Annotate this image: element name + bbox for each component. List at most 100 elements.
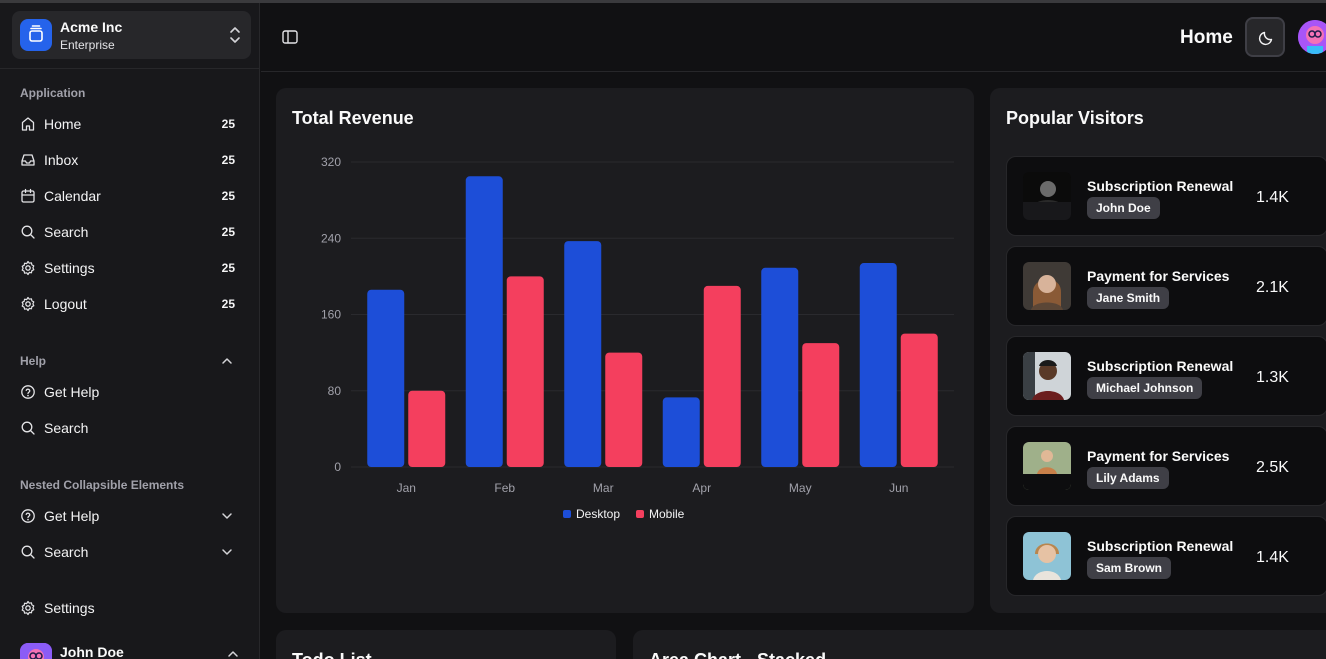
x-tick-label: Apr <box>692 481 711 495</box>
user-menu[interactable]: John Doe <box>12 639 248 659</box>
top-header: Home <box>261 3 1326 72</box>
visitor-item[interactable]: Subscription Renewal Sam Brown 1.4K <box>1006 516 1326 596</box>
sidebar-item-inbox[interactable]: Inbox 25 <box>12 144 248 176</box>
y-tick-label: 240 <box>321 231 341 245</box>
x-tick-label: Jun <box>889 481 908 495</box>
visitor-amount: 1.4K <box>1256 549 1289 567</box>
sidebar-item-search[interactable]: Search 25 <box>12 216 248 248</box>
sidebar-item-count: 25 <box>222 297 235 311</box>
visitor-title: Subscription Renewal <box>1087 538 1233 554</box>
sidebar-item-nested-search[interactable]: Search <box>12 536 248 568</box>
chevron-down-icon <box>220 545 234 559</box>
header-avatar[interactable] <box>1298 20 1326 54</box>
gear-icon <box>20 600 36 616</box>
search-icon <box>20 420 36 436</box>
revenue-card: Total Revenue 0 80 160 240 320 Jan Feb Mar Apr Ma… <box>276 88 974 613</box>
visitor-item[interactable]: Payment for Services Lily Adams 2.5K <box>1006 426 1326 506</box>
team-switcher[interactable]: Acme Inc Enterprise <box>12 11 251 59</box>
sidebar-item-nested-get-help[interactable]: Get Help <box>12 500 248 532</box>
card-title: Todo List <box>292 650 372 659</box>
revenue-bar-chart: 0 80 160 240 320 Jan Feb Mar Apr May Jun Desktop Mob… <box>276 88 974 613</box>
bar-desktop <box>860 263 897 467</box>
x-tick-label: Jan <box>397 481 416 495</box>
sidebar-divider <box>0 68 259 69</box>
sidebar-item-label: Get Help <box>44 508 99 524</box>
sidebar-item-home[interactable]: Home 25 <box>12 108 248 140</box>
visitor-title: Subscription Renewal <box>1087 358 1233 374</box>
sidebar-item-label: Logout <box>44 296 87 312</box>
visitor-photo <box>1023 262 1071 310</box>
legend-swatch <box>563 510 571 518</box>
sidebar-item-label: Search <box>44 224 88 240</box>
theme-toggle-button[interactable] <box>1245 17 1285 57</box>
visitor-title: Payment for Services <box>1087 268 1229 284</box>
popular-visitors-card: Popular Visitors Subscription Renewal Jo… <box>990 88 1326 613</box>
y-tick-label: 80 <box>328 384 342 398</box>
card-title: Area Chart - Stacked <box>649 650 826 659</box>
sidebar-item-count: 25 <box>222 189 235 203</box>
visitor-name-badge: Michael Johnson <box>1087 377 1202 399</box>
group-label-application: Application <box>20 86 85 100</box>
group-label-help[interactable]: Help <box>20 354 46 368</box>
legend-label: Mobile <box>649 507 685 521</box>
calendar-icon <box>20 188 36 204</box>
team-logo-icon <box>20 19 52 51</box>
x-tick-label: Feb <box>494 481 515 495</box>
group-label-nested: Nested Collapsible Elements <box>20 478 184 492</box>
visitor-amount: 2.1K <box>1256 279 1289 297</box>
sidebar-item-settings[interactable]: Settings 25 <box>12 252 248 284</box>
sidebar: Acme Inc Enterprise Application Home 25 … <box>0 3 260 659</box>
bar-desktop <box>663 397 700 467</box>
visitor-photo <box>1023 172 1071 220</box>
bar-desktop <box>761 268 798 467</box>
chevrons-up-down-icon <box>227 25 243 45</box>
legend-label: Desktop <box>576 507 620 521</box>
chevron-up-icon[interactable] <box>220 354 234 368</box>
visitor-photo <box>1023 532 1071 580</box>
visitor-photo <box>1023 352 1071 400</box>
visitor-name-badge: Jane Smith <box>1087 287 1169 309</box>
sidebar-item-calendar[interactable]: Calendar 25 <box>12 180 248 212</box>
y-tick-label: 0 <box>334 460 341 474</box>
sidebar-item-help-search[interactable]: Search <box>12 412 248 444</box>
bar-mobile <box>408 391 445 467</box>
visitor-amount: 2.5K <box>1256 459 1289 477</box>
sidebar-item-count: 25 <box>222 153 235 167</box>
inbox-icon <box>20 152 36 168</box>
bar-mobile <box>704 286 741 467</box>
bar-mobile <box>901 334 938 467</box>
sidebar-item-label: Settings <box>44 260 95 276</box>
visitor-name-badge: Lily Adams <box>1087 467 1169 489</box>
gear-icon <box>20 296 36 312</box>
bar-mobile <box>802 343 839 467</box>
bar-desktop <box>564 241 601 467</box>
search-icon <box>20 544 36 560</box>
sidebar-item-logout[interactable]: Logout 25 <box>12 288 248 320</box>
home-icon <box>20 116 36 132</box>
sidebar-item-label: Search <box>44 544 88 560</box>
user-name: John Doe <box>60 644 124 659</box>
legend-swatch <box>636 510 644 518</box>
bar-desktop <box>466 176 503 467</box>
sidebar-item-footer-settings[interactable]: Settings <box>12 592 248 624</box>
area-chart-card: Area Chart - Stacked <box>633 630 1326 659</box>
help-circle-icon <box>20 384 36 400</box>
sidebar-item-label: Calendar <box>44 188 101 204</box>
visitor-name-badge: Sam Brown <box>1087 557 1171 579</box>
avatar <box>20 643 52 659</box>
card-title: Popular Visitors <box>1006 108 1144 129</box>
sidebar-item-label: Search <box>44 420 88 436</box>
sidebar-toggle-icon[interactable] <box>281 28 299 46</box>
visitor-item[interactable]: Payment for Services Jane Smith 2.1K <box>1006 246 1326 326</box>
visitor-item[interactable]: Subscription Renewal Michael Johnson 1.3… <box>1006 336 1326 416</box>
todo-list-card: Todo List <box>276 630 616 659</box>
gear-icon <box>20 260 36 276</box>
sidebar-item-label: Settings <box>44 600 95 616</box>
bar-mobile <box>605 353 642 467</box>
visitor-item[interactable]: Subscription Renewal John Doe 1.4K <box>1006 156 1326 236</box>
sidebar-item-count: 25 <box>222 117 235 131</box>
team-name: Acme Inc <box>60 19 122 35</box>
search-icon <box>20 224 36 240</box>
sidebar-item-get-help[interactable]: Get Help <box>12 376 248 408</box>
